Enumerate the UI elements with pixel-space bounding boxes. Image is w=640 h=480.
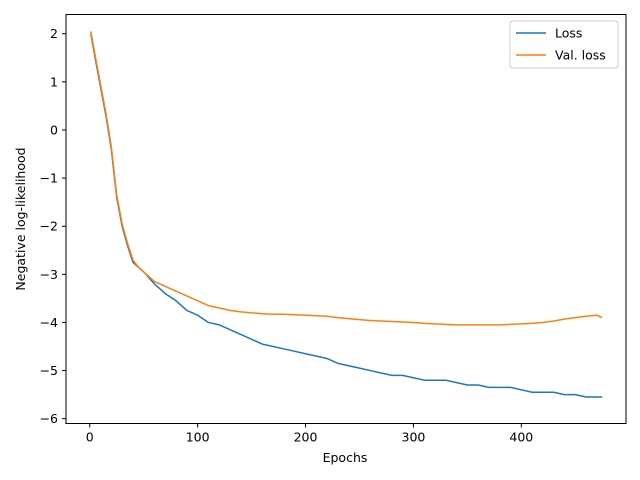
y-axis-label: Negative log-likelihood (13, 147, 28, 290)
plot-frame (65, 14, 627, 424)
x-tick-label: 0 (86, 430, 94, 445)
y-tick-label: −6 (40, 411, 58, 426)
y-tick-label: −5 (40, 363, 58, 378)
y-tick-label: 0 (50, 122, 58, 137)
legend: Loss Val. loss (509, 20, 619, 69)
plot-lines (90, 31, 603, 398)
x-tick-label: 300 (402, 430, 426, 445)
y-tick-label: 1 (50, 74, 58, 89)
legend-label-val-loss: Val. loss (555, 48, 606, 63)
series-line-val-loss (90, 31, 603, 326)
x-tick-label: 100 (186, 430, 210, 445)
x-axis-ticks: 0 100 200 300 400 (86, 423, 533, 445)
y-tick-label: −3 (40, 267, 58, 282)
y-tick-label: −4 (40, 315, 58, 330)
x-axis-label: Epochs (323, 450, 368, 465)
y-tick-label: −2 (40, 219, 58, 234)
y-axis-ticks: 2 1 0 −1 −2 −3 −4 −5 −6 (40, 26, 66, 426)
y-tick-label: −1 (40, 171, 58, 186)
y-tick-label: 2 (50, 26, 58, 41)
x-tick-label: 200 (294, 430, 318, 445)
x-tick-label: 400 (509, 430, 533, 445)
legend-label-loss: Loss (555, 26, 582, 41)
